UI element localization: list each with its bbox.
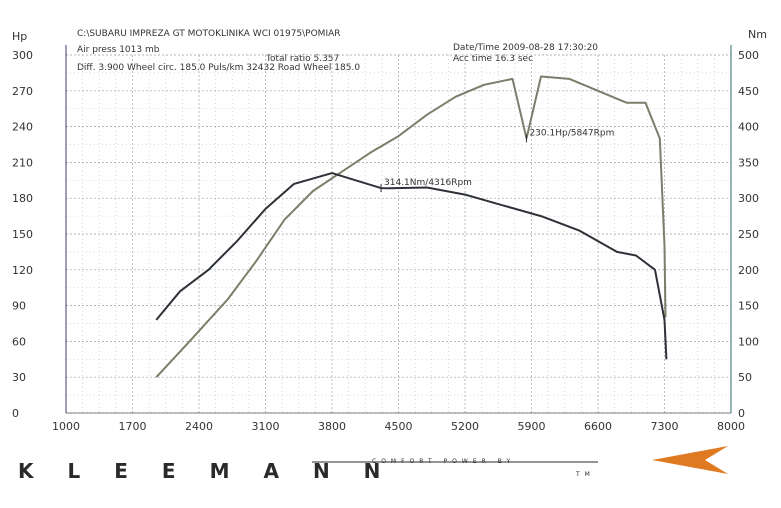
left-tick-label: 270	[12, 85, 33, 98]
brand-tm: TM	[575, 471, 595, 478]
left-tick-label: 210	[12, 156, 33, 169]
left-tick-label: 150	[12, 228, 33, 241]
right-axis-label: Nm	[748, 28, 767, 41]
header-datetime: Date/Time 2009-08-28 17:30:20	[453, 43, 598, 53]
left-tick-label: 300	[12, 49, 33, 62]
x-tick-label: 5900	[518, 420, 546, 433]
x-tick-label: 6600	[584, 420, 612, 433]
x-tick-label: 1000	[52, 420, 80, 433]
brand-chevron-icon	[652, 446, 728, 474]
footer-logo: COMFORT POWER BY KLEEMANN TM	[18, 446, 728, 483]
x-tick-label: 7300	[651, 420, 679, 433]
left-tick-label: 90	[12, 300, 26, 313]
axes	[65, 45, 732, 414]
annotations: 230.1Hp/5847Rpm 314.1Nm/4316Rpm	[380, 128, 614, 193]
x-tick-label: 5200	[451, 420, 479, 433]
left-tick-label: 60	[12, 335, 26, 348]
header-air-press: Air press 1013 mb	[77, 45, 160, 55]
peak-annotation: 314.1Nm/4316Rpm	[384, 178, 472, 188]
right-tick-label: 250	[738, 228, 759, 241]
left-tick-label: 0	[12, 407, 19, 420]
header-diff-line: Diff. 3.900 Wheel circ. 185.0 Puls/km 32…	[77, 63, 360, 73]
right-tick-label: 100	[738, 335, 759, 348]
x-tick-label: 3100	[252, 420, 280, 433]
left-tick-label: 30	[12, 371, 26, 384]
power-curve	[155, 75, 667, 378]
tick-labels: 0 30 60 90 120 150 180 210 240 270 300 0 50 100 150 200…	[12, 49, 759, 433]
left-axis-label: Hp	[12, 30, 27, 43]
x-tick-label: 4500	[385, 420, 413, 433]
left-tick-label: 180	[12, 192, 33, 205]
right-tick-label: 300	[738, 192, 759, 205]
brand-wordmark: KLEEMANN	[18, 459, 414, 483]
header-acc-time: Acc time 16.3 sec	[453, 54, 533, 64]
header-path: C:\SUBARU IMPREZA GT MOTOKLINIKA WCI 019…	[77, 29, 341, 39]
right-tick-label: 0	[738, 407, 745, 420]
right-tick-label: 200	[738, 264, 759, 277]
brand-tagline: COMFORT POWER BY	[372, 458, 515, 465]
x-tick-label: 3800	[318, 420, 346, 433]
right-tick-label: 150	[738, 300, 759, 313]
right-tick-label: 400	[738, 121, 759, 134]
header-total-ratio: Total ratio 5.357	[265, 54, 339, 64]
right-tick-label: 450	[738, 85, 759, 98]
torque-curve	[155, 172, 668, 360]
x-tick-label: 2400	[185, 420, 213, 433]
series	[155, 75, 668, 378]
right-tick-label: 50	[738, 371, 752, 384]
x-tick-label: 1700	[119, 420, 147, 433]
left-tick-label: 240	[12, 121, 33, 134]
peak-annotation: 230.1Hp/5847Rpm	[529, 128, 614, 138]
right-tick-label: 500	[738, 49, 759, 62]
x-tick-label: 8000	[717, 420, 745, 433]
right-tick-label: 350	[738, 156, 759, 169]
grid	[65, 54, 732, 414]
left-tick-label: 120	[12, 264, 33, 277]
